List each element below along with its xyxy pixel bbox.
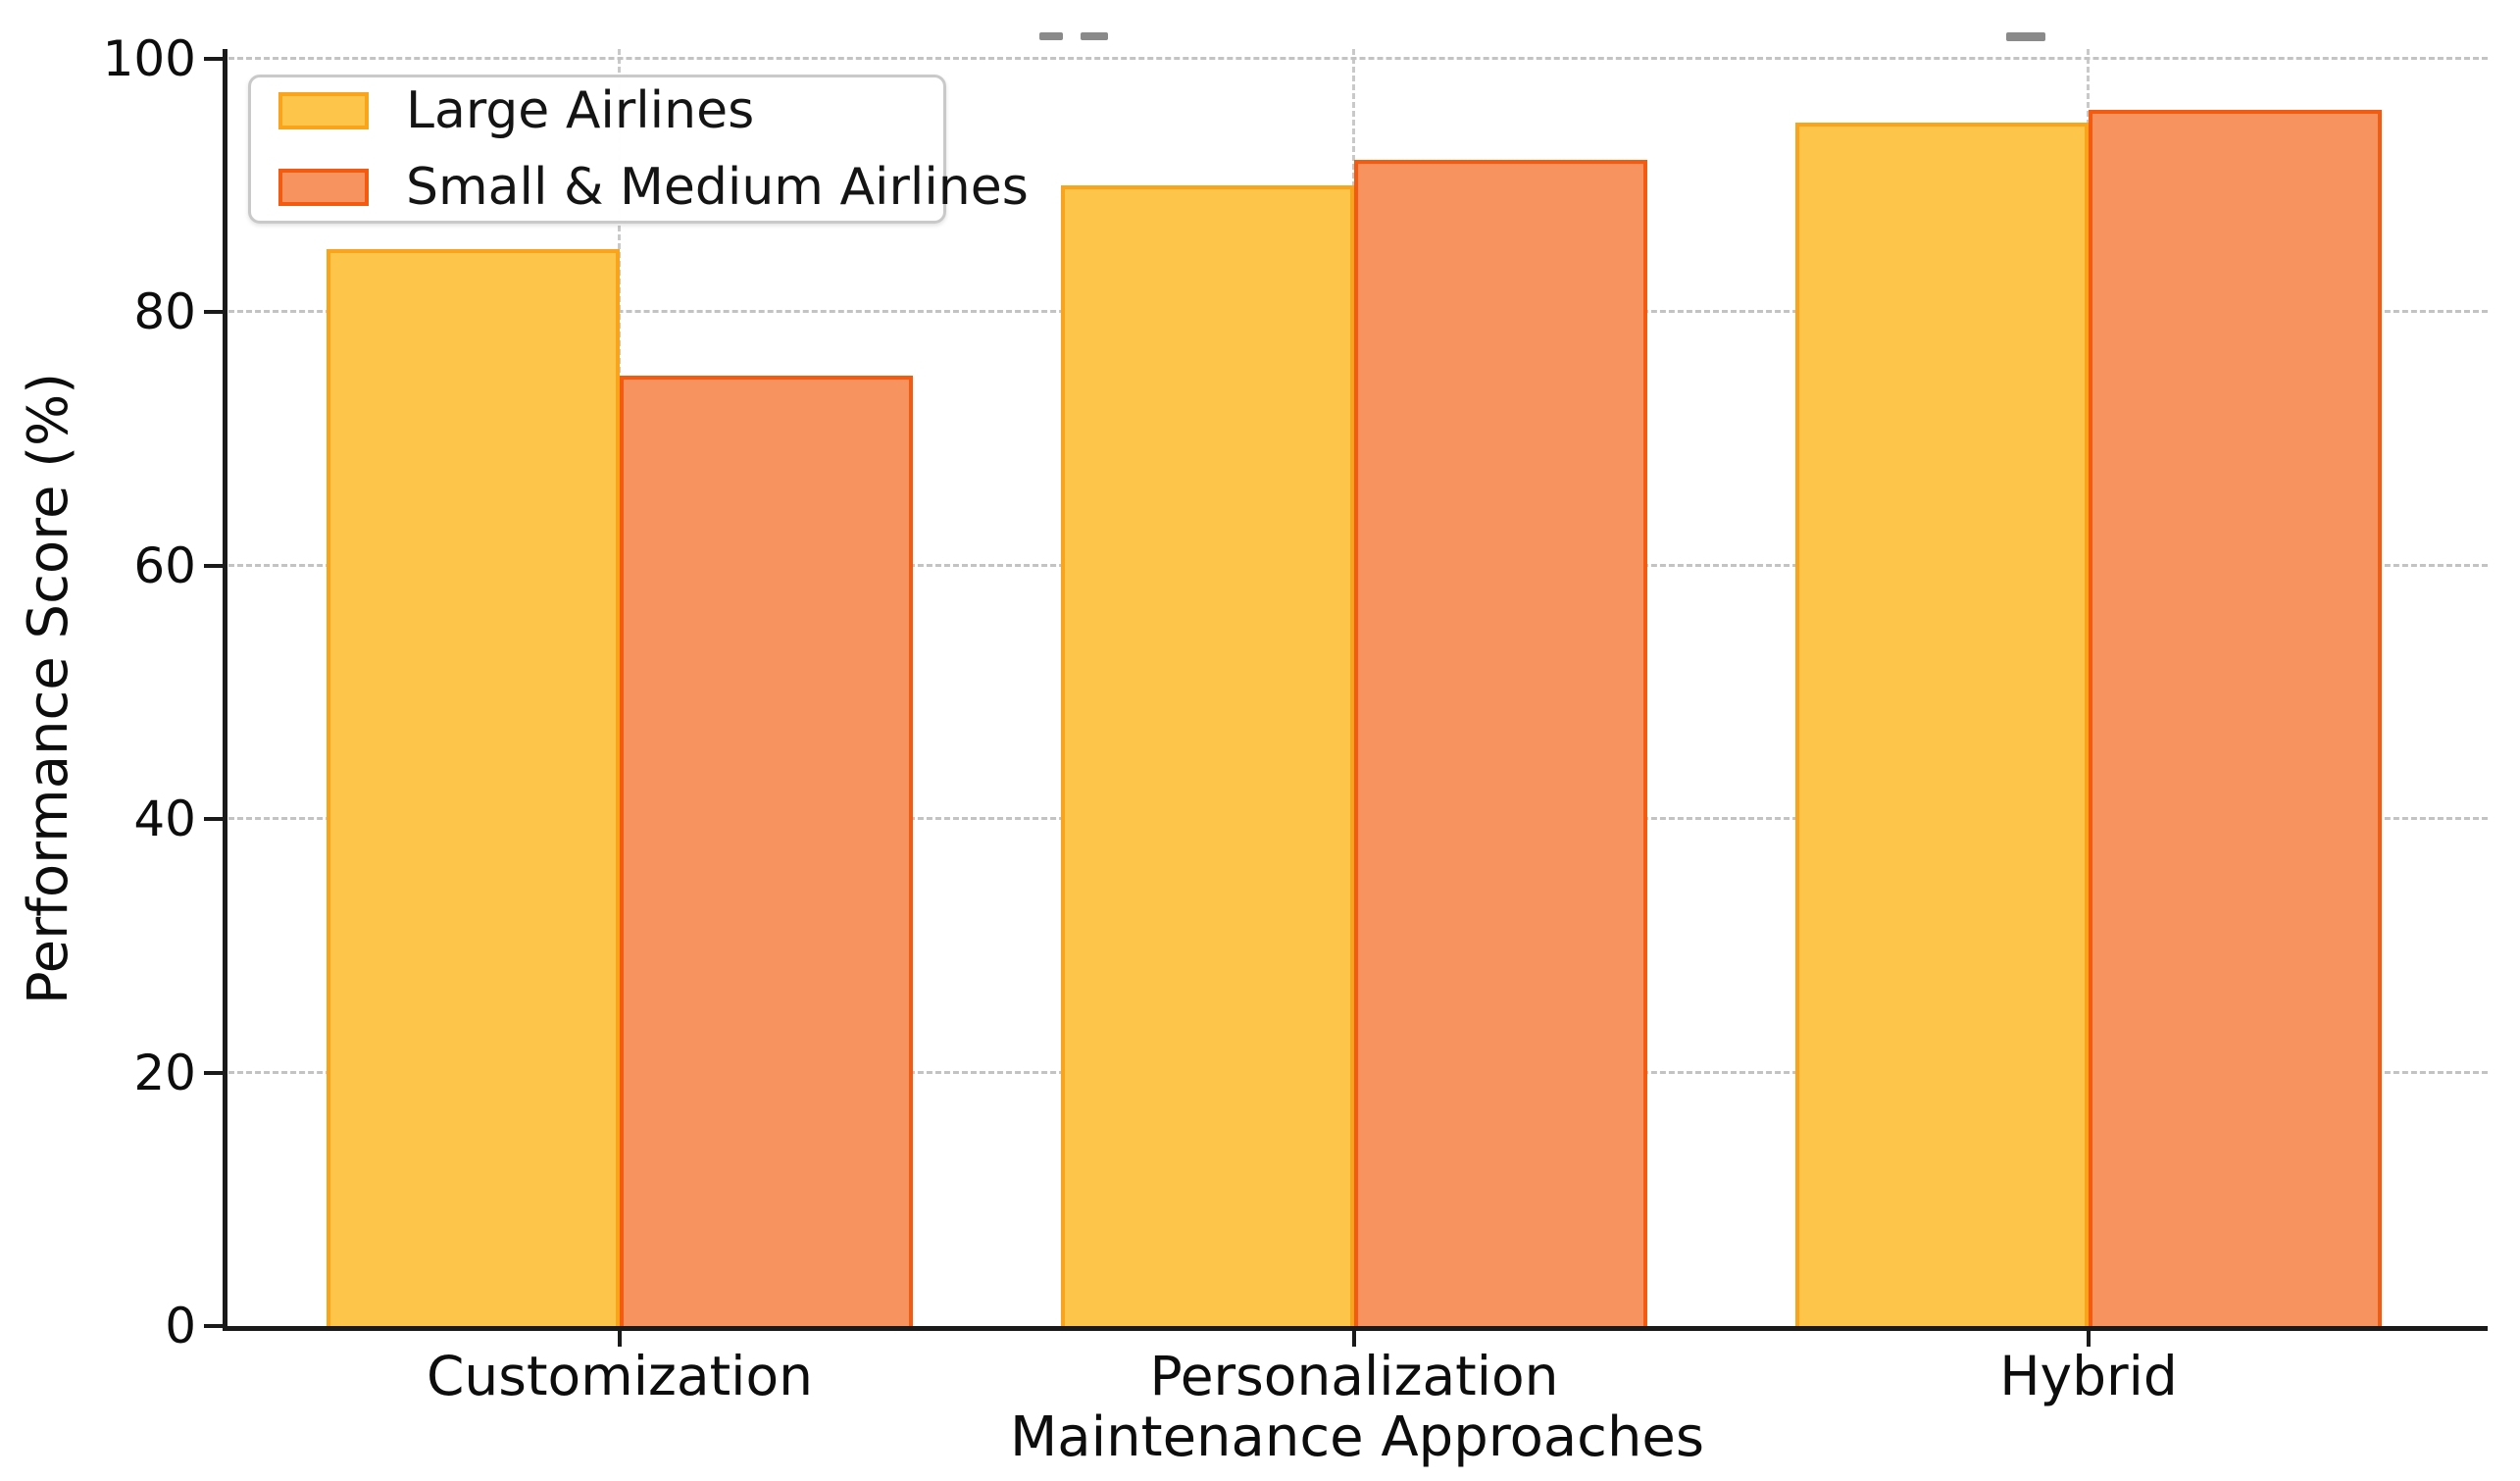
- x-tick-label: Customization: [427, 1345, 813, 1407]
- legend-item: Large Airlines: [278, 85, 916, 136]
- y-tick-mark: [204, 1324, 226, 1328]
- x-tick-label: Hybrid: [1999, 1345, 2178, 1407]
- bar-large-airlines-personalization: [1061, 185, 1354, 1326]
- y-tick-mark: [204, 563, 226, 568]
- x-axis-title: Maintenance Approaches: [1009, 1405, 1705, 1469]
- y-tick-label: 80: [133, 283, 196, 341]
- bar-small-medium-airlines-hybrid: [2089, 109, 2382, 1326]
- y-tick-label: 0: [165, 1298, 196, 1354]
- y-tick-label: 60: [133, 536, 196, 594]
- bar-small-medium-airlines-personalization: [1354, 160, 1647, 1326]
- x-tick-mark: [2087, 1331, 2091, 1347]
- cropped-title-mark: [1081, 32, 1108, 40]
- y-tick-label: 40: [133, 791, 196, 848]
- bar-large-airlines-hybrid: [1795, 122, 2089, 1326]
- bar-small-medium-airlines-customization: [620, 376, 913, 1326]
- legend: Large Airlines Small & Medium Airlines: [248, 75, 1029, 224]
- legend-label: Small & Medium Airlines: [406, 158, 1029, 217]
- horizontal-gridline: [228, 57, 2488, 60]
- cropped-title-mark: [1039, 32, 1063, 40]
- legend-label: Large Airlines: [406, 81, 755, 140]
- x-tick-mark: [1352, 1331, 1356, 1347]
- y-tick-mark: [204, 817, 226, 822]
- y-tick-label: 100: [102, 30, 196, 87]
- bar-large-airlines-customization: [327, 248, 620, 1326]
- x-tick-label: Personalization: [1149, 1345, 1559, 1407]
- cropped-title-mark: [2006, 32, 2045, 41]
- legend-item: Small & Medium Airlines: [278, 162, 1029, 213]
- legend-swatch-icon: [278, 169, 369, 206]
- x-axis-spine: [223, 1326, 2488, 1331]
- y-tick-mark: [204, 310, 226, 315]
- y-axis-spine: [223, 49, 227, 1331]
- y-tick-mark: [204, 57, 226, 61]
- y-tick-mark: [204, 1070, 226, 1075]
- legend-swatch-icon: [278, 92, 369, 129]
- y-tick-label: 20: [133, 1044, 196, 1101]
- x-tick-mark: [618, 1331, 622, 1347]
